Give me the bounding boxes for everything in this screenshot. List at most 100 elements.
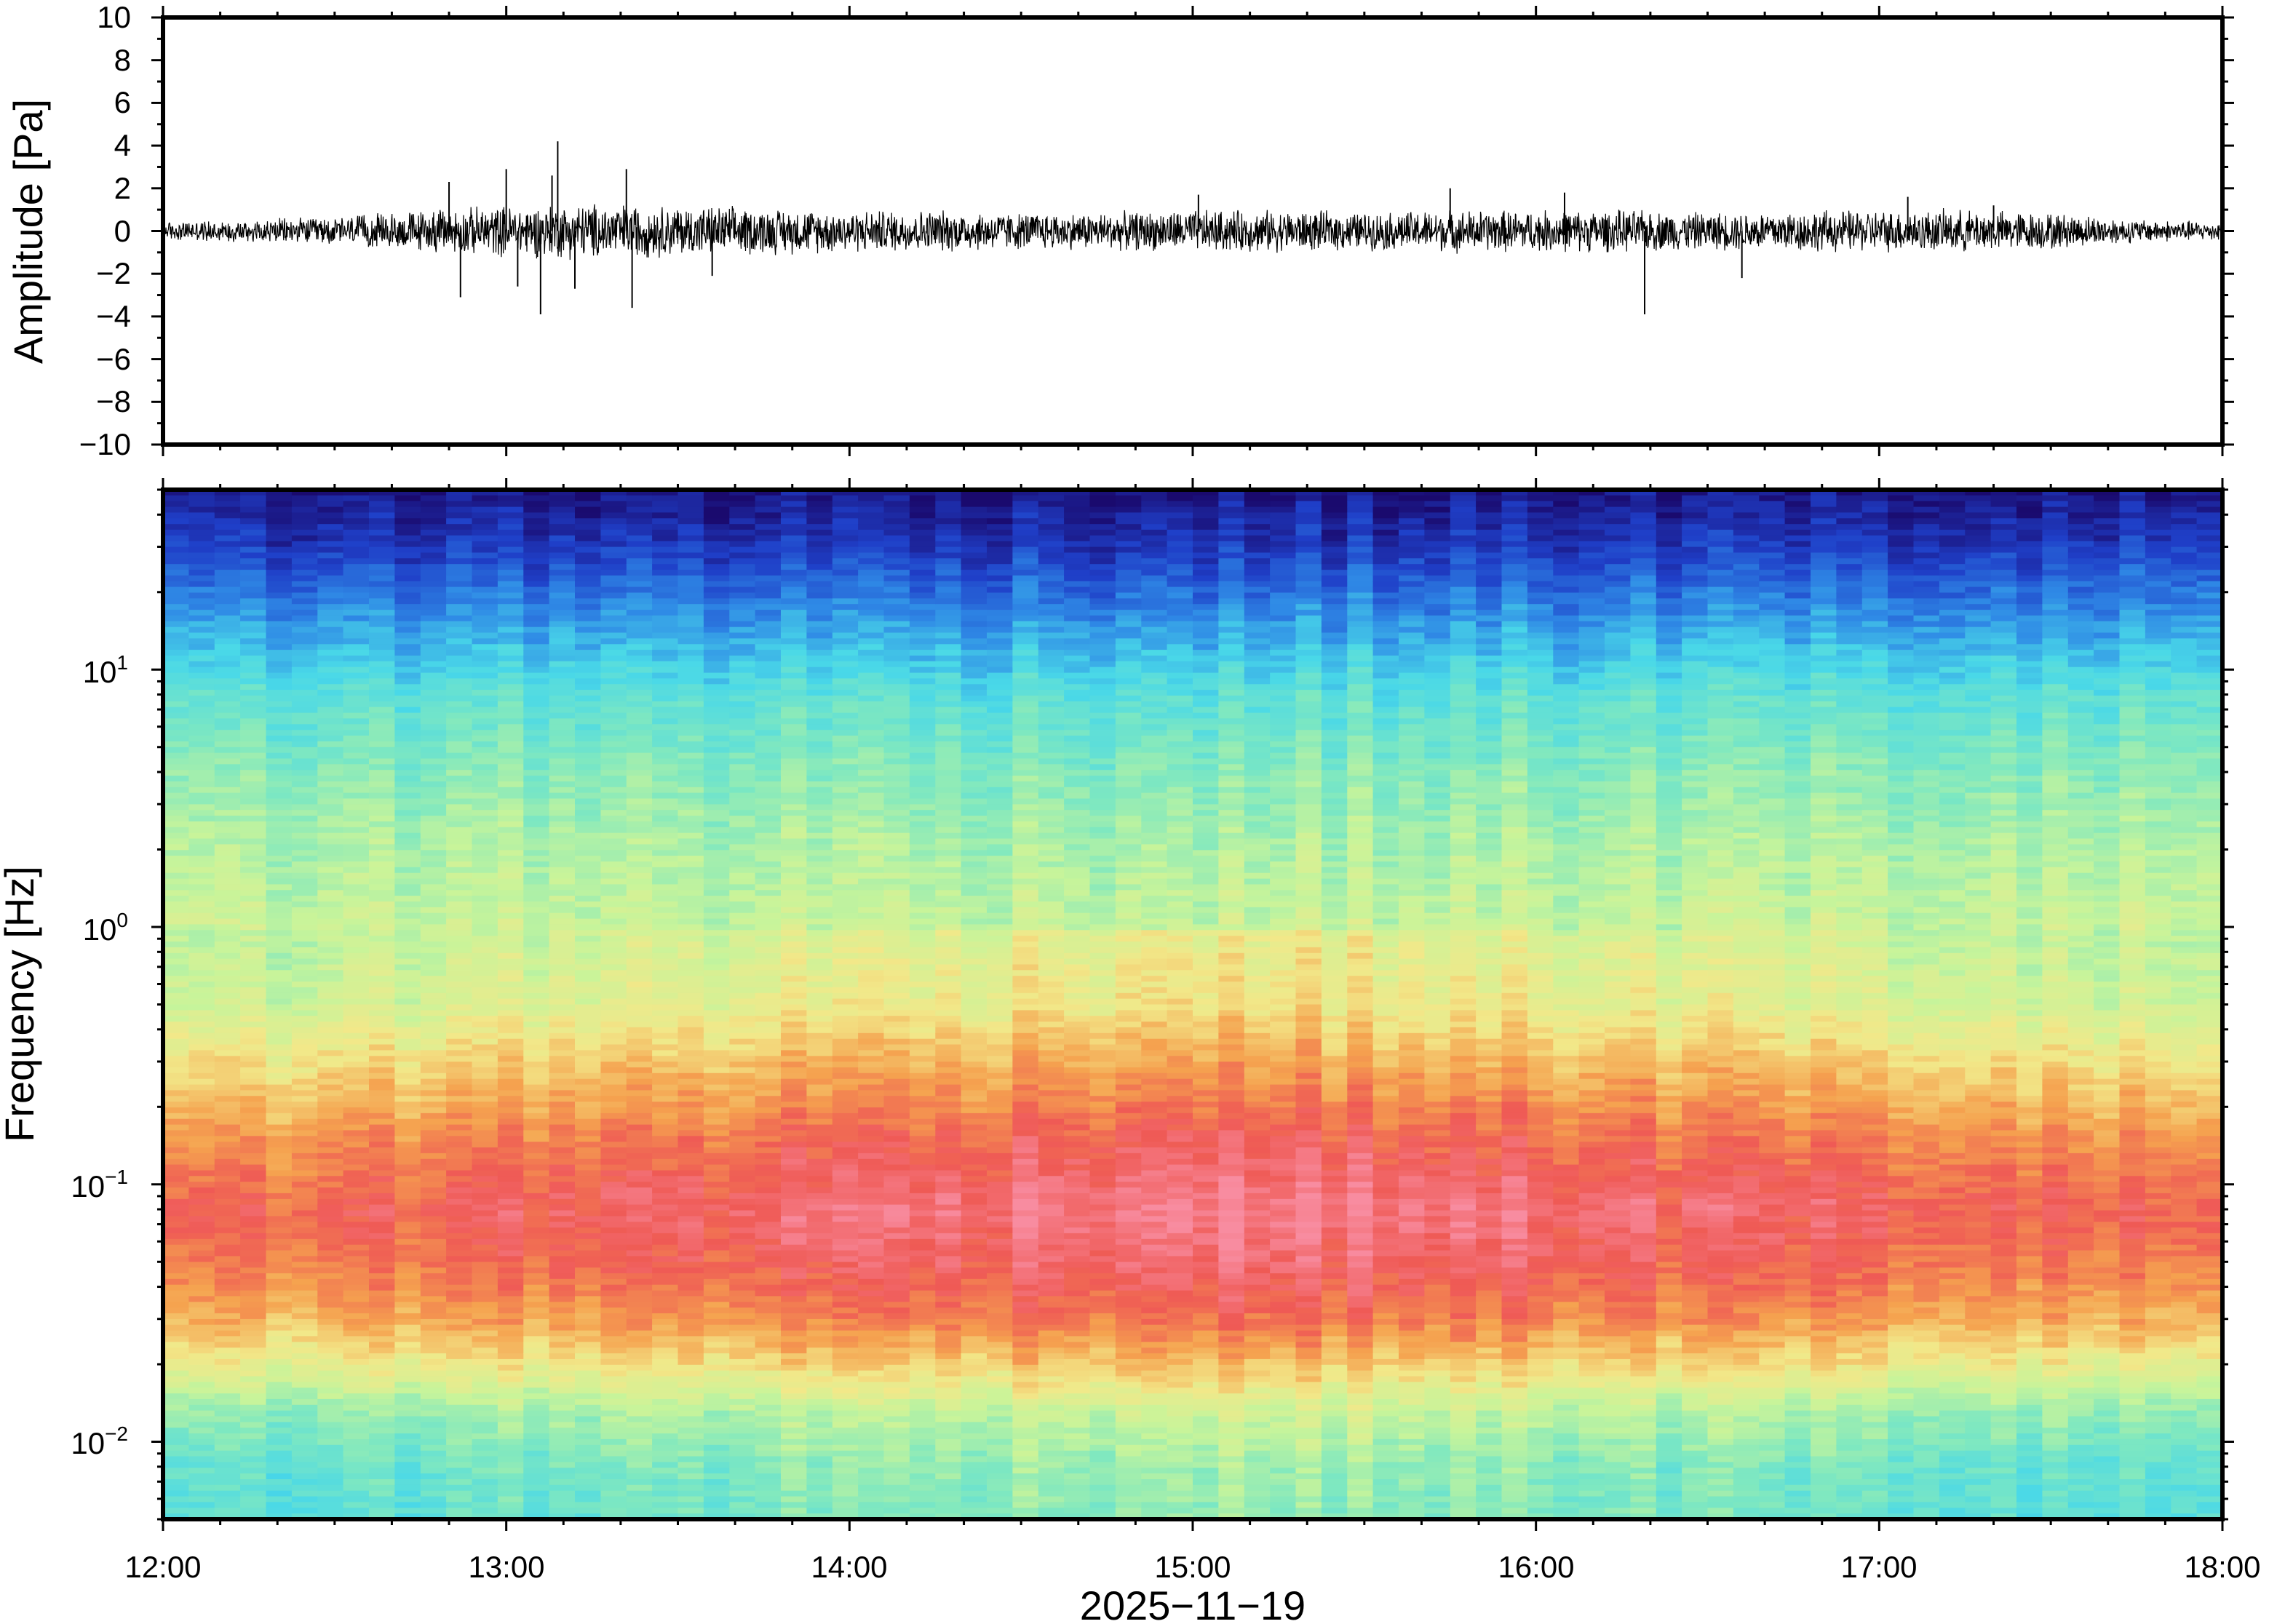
spectrogram-cell — [626, 1112, 653, 1120]
spectrogram-cell — [806, 644, 833, 650]
spectrogram-cell — [497, 696, 525, 702]
spectrogram-cell — [240, 701, 267, 708]
spectrogram-cell — [549, 1244, 576, 1251]
spectrogram-cell — [291, 535, 319, 542]
spectrogram-cell — [497, 650, 525, 656]
spectrogram-cell — [652, 696, 679, 702]
spectrogram-cell — [549, 1342, 576, 1348]
spectrogram-cell — [163, 1468, 190, 1474]
spectrogram-cell — [214, 970, 241, 976]
spectrogram-cell — [472, 890, 498, 896]
spectrogram-cell — [652, 701, 679, 708]
spectrogram-cell — [369, 1147, 396, 1154]
spectrogram-cell — [677, 1027, 704, 1034]
spectrogram-cell — [703, 661, 731, 668]
spectrogram-cell — [549, 1370, 576, 1377]
spectrogram-cell — [781, 1136, 808, 1142]
spectrogram-cell — [214, 696, 241, 702]
spectrogram-cell — [317, 626, 344, 634]
spectrogram-cell — [343, 1267, 370, 1274]
spectrogram-cell — [626, 1382, 653, 1388]
spectrogram-cell — [781, 1084, 808, 1091]
spectrogram-cell — [163, 712, 190, 720]
spectrogram-cell — [266, 1176, 293, 1182]
spectrogram-cell — [446, 1382, 473, 1388]
spectrogram-cell — [575, 758, 602, 765]
spectrogram-cell — [188, 752, 215, 760]
spectrogram-cell — [755, 936, 782, 942]
spectrogram-cell — [420, 792, 447, 800]
spectrogram-cell — [163, 586, 190, 594]
spectrogram-cell — [600, 787, 627, 794]
spectrogram-cell — [472, 506, 498, 514]
spectrogram-cell — [420, 1038, 447, 1046]
spectrogram-cell — [240, 970, 267, 976]
spectrogram-cell — [240, 712, 267, 720]
spectrogram-cell — [600, 1136, 627, 1142]
spectrogram-cell — [266, 1147, 293, 1154]
spectrogram-cell — [523, 644, 550, 650]
spectrogram-cell — [163, 661, 190, 668]
spectrogram-cell — [291, 792, 319, 800]
spectrogram-cell — [446, 1336, 473, 1343]
spectrogram-cell — [214, 844, 241, 851]
spectrogram-cell — [832, 1382, 859, 1388]
spectrogram-cell — [163, 701, 190, 708]
y-tick-label-minus-6: −6 — [96, 342, 131, 376]
spectrogram-cell — [214, 1468, 241, 1474]
spectrogram-cell — [317, 832, 344, 840]
spectrogram-cell — [497, 718, 525, 725]
spectrogram-cell — [523, 1250, 550, 1257]
spectrogram-cell — [472, 1296, 498, 1303]
spectrogram-cell — [240, 1468, 267, 1474]
spectrogram-cell — [163, 1296, 190, 1303]
spectrogram-cell — [291, 1307, 319, 1314]
spectrogram-cell — [523, 1273, 550, 1280]
spectrogram-cell — [446, 1513, 473, 1519]
spectrogram-cell — [188, 1388, 215, 1394]
spectrogram-cell — [729, 1422, 756, 1429]
spectrogram-cell — [703, 535, 731, 542]
spectrogram-cell — [652, 912, 679, 920]
spectrogram-cell — [677, 1404, 704, 1412]
spectrogram-cell — [626, 1410, 653, 1417]
spectrogram-cell — [163, 638, 190, 645]
spectrogram-cell — [291, 1227, 319, 1234]
spectrogram-cell — [523, 1468, 550, 1474]
spectrogram-cell — [420, 524, 447, 530]
spectrogram-cell — [600, 626, 627, 634]
spectrogram-cell — [188, 1496, 215, 1503]
spectrogram-cell — [266, 541, 293, 548]
spectrogram-cell — [677, 626, 704, 634]
spectrogram-cell — [472, 1210, 498, 1217]
spectrogram-cell — [600, 844, 627, 851]
spectrogram-cell — [266, 1290, 293, 1297]
spectrogram-cell — [523, 1176, 550, 1182]
spectrogram-cell — [472, 495, 498, 502]
spectrogram-cell — [343, 1382, 370, 1388]
spectrogram-cell — [343, 747, 370, 754]
spectrogram-cell — [214, 1302, 241, 1308]
spectrogram-cell — [523, 924, 550, 931]
spectrogram-cell — [472, 970, 498, 976]
spectrogram-cell — [420, 1398, 447, 1406]
spectrogram-cell — [394, 1233, 421, 1240]
spectrogram-cell — [575, 850, 602, 856]
spectrogram-cell — [600, 678, 627, 685]
spectrogram-cell — [575, 1490, 602, 1497]
spectrogram-cell — [214, 1227, 241, 1234]
spectrogram-cell — [677, 546, 704, 554]
spectrogram-cell — [343, 730, 370, 736]
spectrogram-cell — [575, 1513, 602, 1519]
spectrogram-cell — [420, 942, 447, 948]
spectrogram-cell — [523, 530, 550, 536]
spectrogram-cell — [729, 712, 756, 720]
spectrogram-cell — [369, 1044, 396, 1051]
spectrogram-cell — [781, 1336, 808, 1343]
spectrogram-cell — [446, 1490, 473, 1497]
spectrogram-cell — [317, 1112, 344, 1120]
spectrogram-cell — [317, 907, 344, 914]
spectrogram-cell — [626, 1370, 653, 1377]
spectrogram-cell — [652, 1016, 679, 1022]
spectrogram-cell — [652, 1004, 679, 1011]
